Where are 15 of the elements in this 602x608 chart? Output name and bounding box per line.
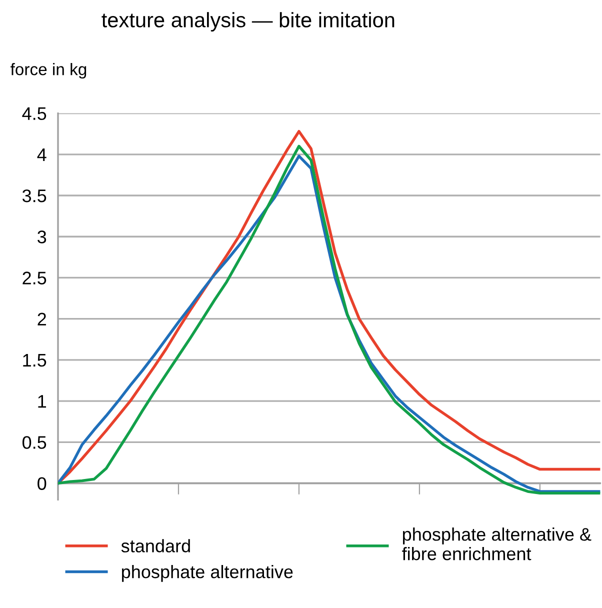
- legend-label: phosphate alternative & fibre enrichment: [402, 528, 592, 560]
- chart-title: texture analysis — bite imitation: [102, 12, 394, 32]
- y-tick-label: 3.5: [22, 189, 46, 202]
- legend-label: standard: [121, 539, 190, 552]
- y-axis-title: force in kg: [10, 62, 86, 79]
- y-tick-label: 1: [38, 395, 46, 408]
- y-tick-label: 2: [38, 312, 46, 326]
- y-tick-label: 0.5: [22, 436, 46, 449]
- y-tick-label: 2.5: [22, 272, 46, 284]
- y-tick-label: 4: [37, 148, 46, 161]
- y-tick-label: 0: [38, 477, 46, 490]
- y-tick-label: 3: [38, 230, 46, 244]
- y-tick-label: 4.5: [22, 107, 46, 120]
- legend-label: phosphate alternative: [122, 565, 293, 582]
- y-tick-label: 1.5: [23, 354, 46, 367]
